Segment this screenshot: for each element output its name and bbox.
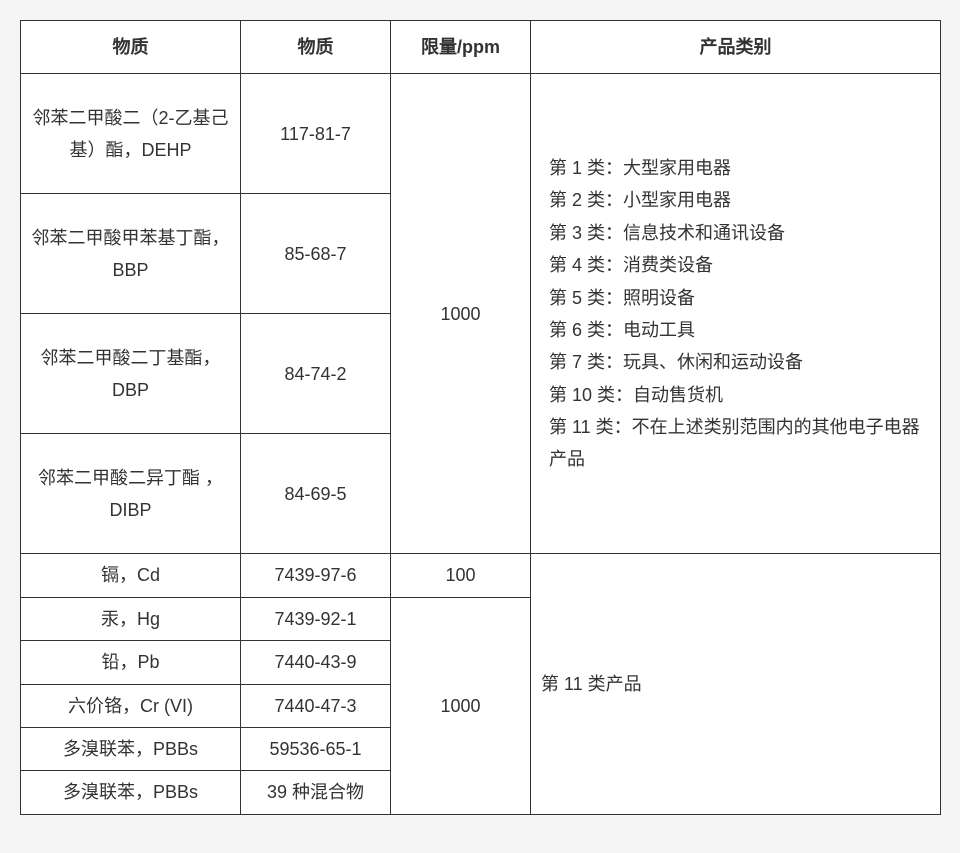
substance-cas: 84-69-5 — [241, 434, 391, 554]
substance-cas: 7439-92-1 — [241, 597, 391, 640]
substance-name: 镉，Cd — [21, 554, 241, 597]
substance-cas: 59536-65-1 — [241, 727, 391, 770]
category-line: 第 3 类：信息技术和通讯设备 — [549, 217, 922, 249]
header-substance-2: 物质 — [241, 21, 391, 74]
substance-cas: 7440-47-3 — [241, 684, 391, 727]
substance-cas: 85-68-7 — [241, 194, 391, 314]
header-limit: 限量/ppm — [391, 21, 531, 74]
substance-name: 邻苯二甲酸二（2-乙基己基）酯，DEHP — [21, 74, 241, 194]
category-line: 第 5 类：照明设备 — [549, 282, 922, 314]
substances-limit-table: 物质 物质 限量/ppm 产品类别 邻苯二甲酸二（2-乙基己基）酯，DEHP 1… — [20, 20, 941, 815]
substance-cas: 7439-97-6 — [241, 554, 391, 597]
table-header-row: 物质 物质 限量/ppm 产品类别 — [21, 21, 941, 74]
category-line: 第 4 类：消费类设备 — [549, 249, 922, 281]
limit-cell: 1000 — [391, 74, 531, 554]
table-row: 邻苯二甲酸二（2-乙基己基）酯，DEHP 117-81-7 1000 第 1 类… — [21, 74, 941, 194]
substance-cas: 39 种混合物 — [241, 771, 391, 814]
substance-name: 六价铬，Cr (VI) — [21, 684, 241, 727]
category-cell: 第 1 类：大型家用电器 第 2 类：小型家用电器 第 3 类：信息技术和通讯设… — [531, 74, 941, 554]
substance-cas: 7440-43-9 — [241, 641, 391, 684]
substance-cas: 117-81-7 — [241, 74, 391, 194]
header-category: 产品类别 — [531, 21, 941, 74]
substance-name: 汞，Hg — [21, 597, 241, 640]
category-line: 第 1 类：大型家用电器 — [549, 152, 922, 184]
category-line: 第 6 类：电动工具 — [549, 314, 922, 346]
header-substance-1: 物质 — [21, 21, 241, 74]
substance-name: 多溴联苯，PBBs — [21, 771, 241, 814]
substance-name: 邻苯二甲酸二丁基酯，DBP — [21, 314, 241, 434]
substance-name: 邻苯二甲酸甲苯基丁酯，BBP — [21, 194, 241, 314]
limit-cell: 1000 — [391, 597, 531, 814]
substance-name: 多溴联苯，PBBs — [21, 727, 241, 770]
substance-name: 邻苯二甲酸二异丁酯 ，DIBP — [21, 434, 241, 554]
category-line: 第 10 类：自动售货机 — [549, 379, 922, 411]
limit-cell: 100 — [391, 554, 531, 597]
category-cell: 第 11 类产品 — [531, 554, 941, 814]
category-line: 第 11 类：不在上述类别范围内的其他电子电器产品 — [549, 411, 922, 476]
substance-name: 铅，Pb — [21, 641, 241, 684]
table-row: 镉，Cd 7439-97-6 100 第 11 类产品 — [21, 554, 941, 597]
category-line: 第 2 类：小型家用电器 — [549, 184, 922, 216]
substance-cas: 84-74-2 — [241, 314, 391, 434]
category-line: 第 7 类：玩具、休闲和运动设备 — [549, 346, 922, 378]
